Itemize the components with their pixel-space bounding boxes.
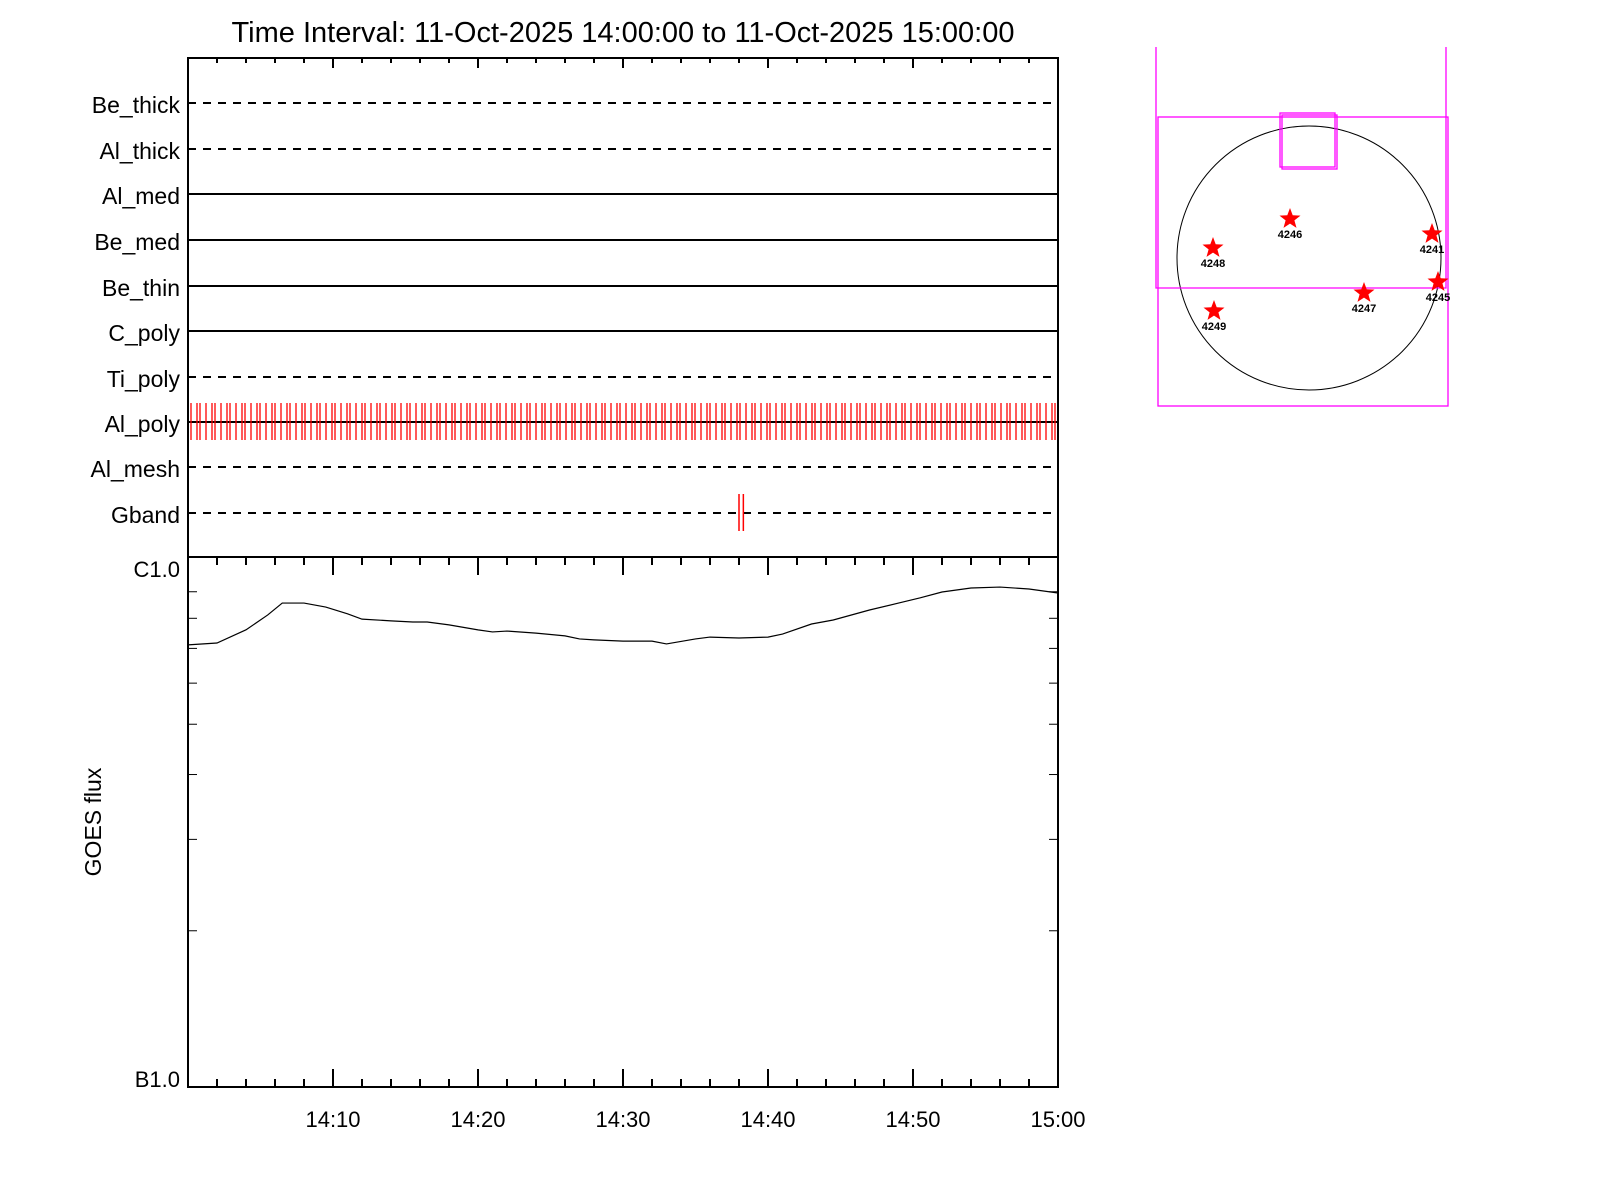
chart-title: Time Interval: 11-Oct-2025 14:00:00 to 1…: [232, 17, 1015, 49]
solar-disk-map: 4246 4248 4241 4245 4247 4249: [1155, 47, 1450, 407]
x-tick-label: 14:40: [740, 1107, 795, 1132]
region-label: 4249: [1202, 321, 1226, 333]
row-label-Be_thin: Be_thin: [102, 275, 180, 301]
row-label-Ti_poly: Ti_poly: [107, 366, 181, 392]
row-label-Al_med: Al_med: [102, 183, 180, 209]
region-star-icon: [1353, 282, 1375, 302]
x-tick-label: 14:30: [595, 1107, 650, 1132]
fov-box-small: [1279, 112, 1336, 168]
fov-box: [1155, 47, 1447, 289]
region-label: 4246: [1278, 229, 1302, 241]
region-label: 4245: [1426, 292, 1450, 304]
x-tick-label: 14:10: [305, 1107, 360, 1132]
goes-panel: 14:10 14:20 14:30 14:40 14:50 15:00: [187, 556, 1086, 1132]
region-star-icon: [1202, 237, 1224, 257]
row-label-Gband: Gband: [111, 502, 180, 528]
row-label-Be_med: Be_med: [94, 229, 180, 255]
y-tick-label-bottom: B1.0: [135, 1067, 180, 1092]
x-tick-label: 15:00: [1030, 1107, 1085, 1132]
row-label-C_poly: C_poly: [108, 320, 180, 346]
filter-panel: Be_thick Al_thick Al_med Be_med Be_thin C_pol…: [91, 57, 1059, 558]
goes-flux-line: [187, 586, 1059, 646]
fov-box-small: [1281, 114, 1338, 170]
region-star-icon: [1279, 208, 1301, 228]
y-tick-label-top: C1.0: [134, 557, 180, 582]
fov-box: [1157, 116, 1449, 407]
region-star-icon: [1203, 300, 1225, 320]
row-label-Al_poly: Al_poly: [105, 411, 181, 437]
y-axis-label: GOES flux: [80, 767, 106, 876]
row-label-Al_thick: Al_thick: [99, 138, 180, 164]
row-label-Al_mesh: Al_mesh: [91, 456, 180, 482]
panel-frame: [187, 556, 1059, 1088]
x-tick-label: 14:50: [885, 1107, 940, 1132]
region-label: 4241: [1420, 244, 1444, 256]
region-star-icon: [1421, 223, 1443, 243]
row-label-Be_thick: Be_thick: [92, 92, 181, 118]
solar-limb: [1176, 125, 1442, 391]
region-label: 4247: [1352, 303, 1376, 315]
panel-frame: [187, 57, 1059, 558]
x-tick-label: 14:20: [450, 1107, 505, 1132]
region-label: 4248: [1201, 258, 1225, 270]
region-star-icon: [1427, 271, 1449, 291]
